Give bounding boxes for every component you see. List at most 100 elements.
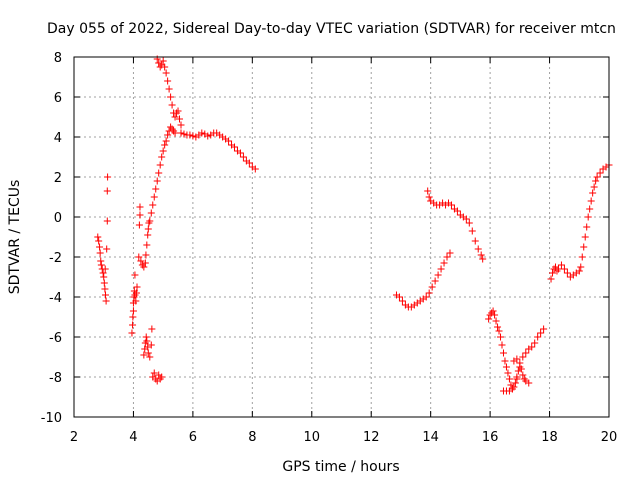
data-point bbox=[131, 271, 139, 279]
data-point bbox=[245, 159, 253, 167]
data-point bbox=[422, 293, 430, 301]
data-point bbox=[96, 243, 104, 251]
data-point bbox=[583, 223, 591, 231]
y-tick-label: 4 bbox=[54, 131, 62, 146]
data-series bbox=[94, 55, 613, 395]
data-point bbox=[440, 259, 448, 267]
x-tick-label: 2 bbox=[70, 430, 78, 445]
data-point bbox=[587, 197, 595, 205]
y-tick-label: -2 bbox=[49, 251, 62, 266]
data-point bbox=[577, 263, 585, 271]
data-point bbox=[100, 279, 108, 287]
data-point bbox=[554, 265, 562, 273]
data-point bbox=[149, 201, 157, 209]
data-point bbox=[586, 205, 594, 213]
x-tick-label: 6 bbox=[189, 430, 197, 445]
data-point bbox=[140, 351, 148, 359]
data-point bbox=[158, 153, 166, 161]
data-point bbox=[136, 203, 144, 211]
data-point bbox=[101, 285, 109, 293]
x-tick-label: 8 bbox=[248, 430, 256, 445]
data-point bbox=[489, 307, 497, 315]
data-point bbox=[443, 253, 451, 261]
data-point bbox=[584, 213, 592, 221]
data-point bbox=[560, 265, 568, 273]
grid-lines bbox=[74, 57, 609, 417]
data-point bbox=[94, 233, 102, 241]
data-point bbox=[395, 293, 403, 301]
data-point bbox=[142, 333, 150, 341]
data-point bbox=[129, 321, 137, 329]
data-point bbox=[137, 257, 145, 265]
data-point bbox=[204, 132, 212, 140]
data-point bbox=[150, 369, 158, 377]
data-point bbox=[485, 315, 493, 323]
data-point bbox=[504, 369, 512, 377]
data-point bbox=[425, 193, 433, 201]
data-point bbox=[97, 257, 105, 265]
data-point bbox=[513, 373, 521, 381]
data-point bbox=[102, 297, 110, 305]
axis-ticks bbox=[73, 56, 610, 418]
data-point bbox=[534, 333, 542, 341]
chart-title: Day 055 of 2022, Sidereal Day-to-day VTE… bbox=[47, 21, 616, 37]
data-point bbox=[103, 245, 111, 253]
data-point bbox=[511, 379, 519, 387]
data-point bbox=[474, 245, 482, 253]
data-point bbox=[162, 69, 170, 77]
data-point bbox=[167, 93, 175, 101]
x-tick-label: 16 bbox=[482, 430, 499, 445]
data-point bbox=[153, 177, 161, 185]
data-point bbox=[140, 263, 148, 271]
data-point bbox=[104, 173, 112, 181]
data-point bbox=[239, 153, 247, 161]
data-point bbox=[596, 169, 604, 177]
data-point bbox=[513, 355, 521, 363]
data-point bbox=[133, 283, 141, 291]
data-point bbox=[132, 297, 140, 305]
data-point bbox=[522, 349, 530, 357]
data-point bbox=[95, 237, 103, 245]
data-point bbox=[177, 129, 185, 137]
x-axis-title: GPS time / hours bbox=[282, 459, 399, 475]
x-tick-label: 20 bbox=[601, 430, 618, 445]
data-point bbox=[501, 357, 509, 365]
data-point bbox=[557, 261, 565, 269]
data-point bbox=[479, 255, 487, 263]
x-tick-label: 4 bbox=[129, 430, 137, 445]
data-point bbox=[100, 273, 108, 281]
data-point bbox=[198, 129, 206, 137]
data-point bbox=[158, 373, 166, 381]
data-point bbox=[146, 217, 154, 225]
y-tick-label: 6 bbox=[54, 91, 62, 106]
data-point bbox=[176, 115, 184, 123]
data-point bbox=[494, 323, 502, 331]
data-point bbox=[236, 149, 244, 157]
data-point bbox=[128, 329, 136, 337]
data-point bbox=[180, 130, 188, 138]
data-point bbox=[144, 349, 152, 357]
y-tick-label: -6 bbox=[49, 331, 62, 346]
data-point bbox=[431, 277, 439, 285]
data-point bbox=[575, 267, 583, 275]
data-point bbox=[136, 211, 144, 219]
data-point bbox=[519, 353, 527, 361]
data-point bbox=[471, 237, 479, 245]
data-point bbox=[398, 297, 406, 305]
x-tick-label: 18 bbox=[541, 430, 558, 445]
data-point bbox=[143, 337, 151, 345]
data-point bbox=[446, 249, 454, 257]
data-point bbox=[499, 349, 507, 357]
data-point bbox=[578, 253, 586, 261]
data-point bbox=[465, 219, 473, 227]
data-point bbox=[162, 137, 170, 145]
data-point bbox=[159, 57, 167, 65]
y-tick-label: 2 bbox=[54, 171, 62, 186]
data-point bbox=[508, 385, 516, 393]
data-point bbox=[453, 207, 461, 215]
data-point bbox=[502, 363, 510, 371]
y-tick-label: 0 bbox=[54, 211, 62, 226]
data-point bbox=[101, 265, 109, 273]
data-point bbox=[143, 241, 151, 249]
data-point bbox=[528, 343, 536, 351]
